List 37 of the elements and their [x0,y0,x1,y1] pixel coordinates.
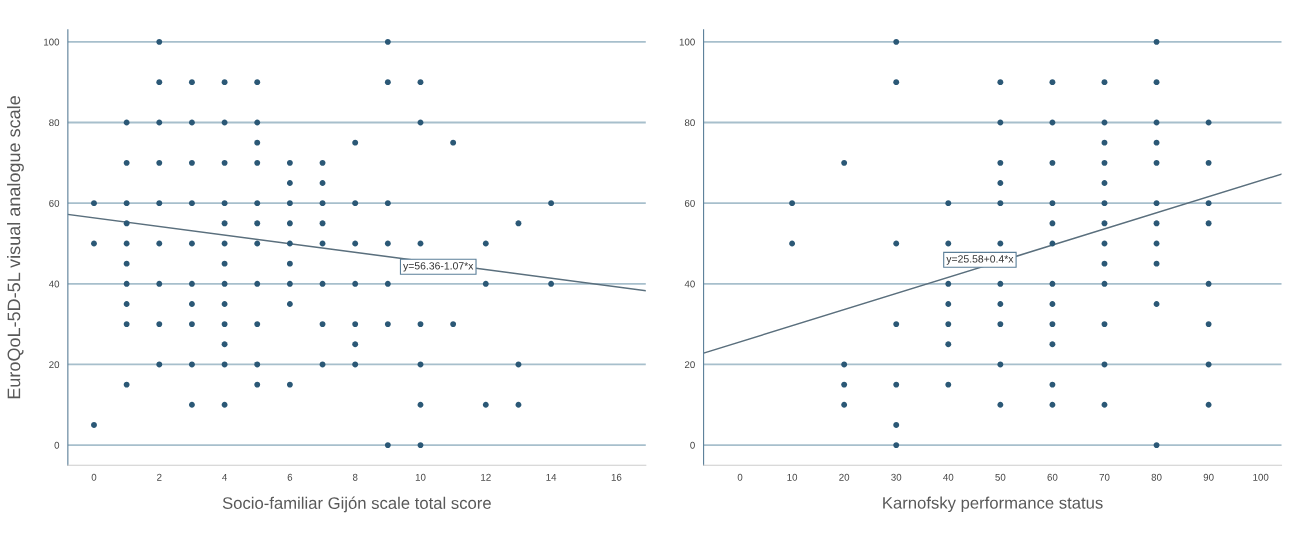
y-axis-title: EuroQoL-5D-5L visual analogue scale [7,96,24,399]
x-tick-label: 10 [787,473,798,481]
x-tick-label: 16 [611,473,622,481]
x-tick-label: 50 [995,473,1006,481]
x-tick-label: 8 [352,473,358,481]
x-axis-title: Karnofsky performance status [883,496,1103,513]
x-tick-label: 40 [943,473,954,481]
y-tick-label: 80 [49,119,60,127]
annotation: y=56.36-1.07*x [403,262,474,272]
y-tick-label: 20 [684,361,695,369]
x-tick-label: 2 [157,473,162,481]
x-tick-label: 100 [1253,473,1269,481]
x-tick-label: 0 [91,473,97,481]
x-tick-label: 60 [1047,473,1058,481]
y-tick-label: 0 [690,441,695,449]
y-tick-label: 100 [44,38,60,46]
x-tick-label: 10 [415,473,426,481]
x-axis-title: Socio-familiar Gijón scale total score [222,496,491,513]
y-tick-label: 40 [684,280,695,288]
x-tick-label: 90 [1203,473,1214,481]
y-tick-label: 20 [49,361,60,369]
y-tick-label: 60 [684,199,695,207]
x-tick-label: 6 [287,473,293,481]
x-tick-label: 80 [1151,473,1162,481]
x-tick-label: 70 [1099,473,1110,481]
y-tick-label: 60 [49,199,60,207]
y-tick-label: 80 [684,119,695,127]
y-tick-label: 0 [54,441,60,449]
y-tick-label: 40 [48,280,60,288]
x-tick-label: 0 [737,473,743,481]
x-tick-label: 20 [839,473,850,481]
y-tick-label: 100 [679,38,695,46]
annotation: y=25.58+0.4*x [946,255,1014,265]
x-tick-label: 12 [481,473,491,481]
x-tick-label: 30 [891,473,902,481]
x-tick-label: 14 [546,473,557,481]
x-tick-label: 4 [222,473,228,481]
